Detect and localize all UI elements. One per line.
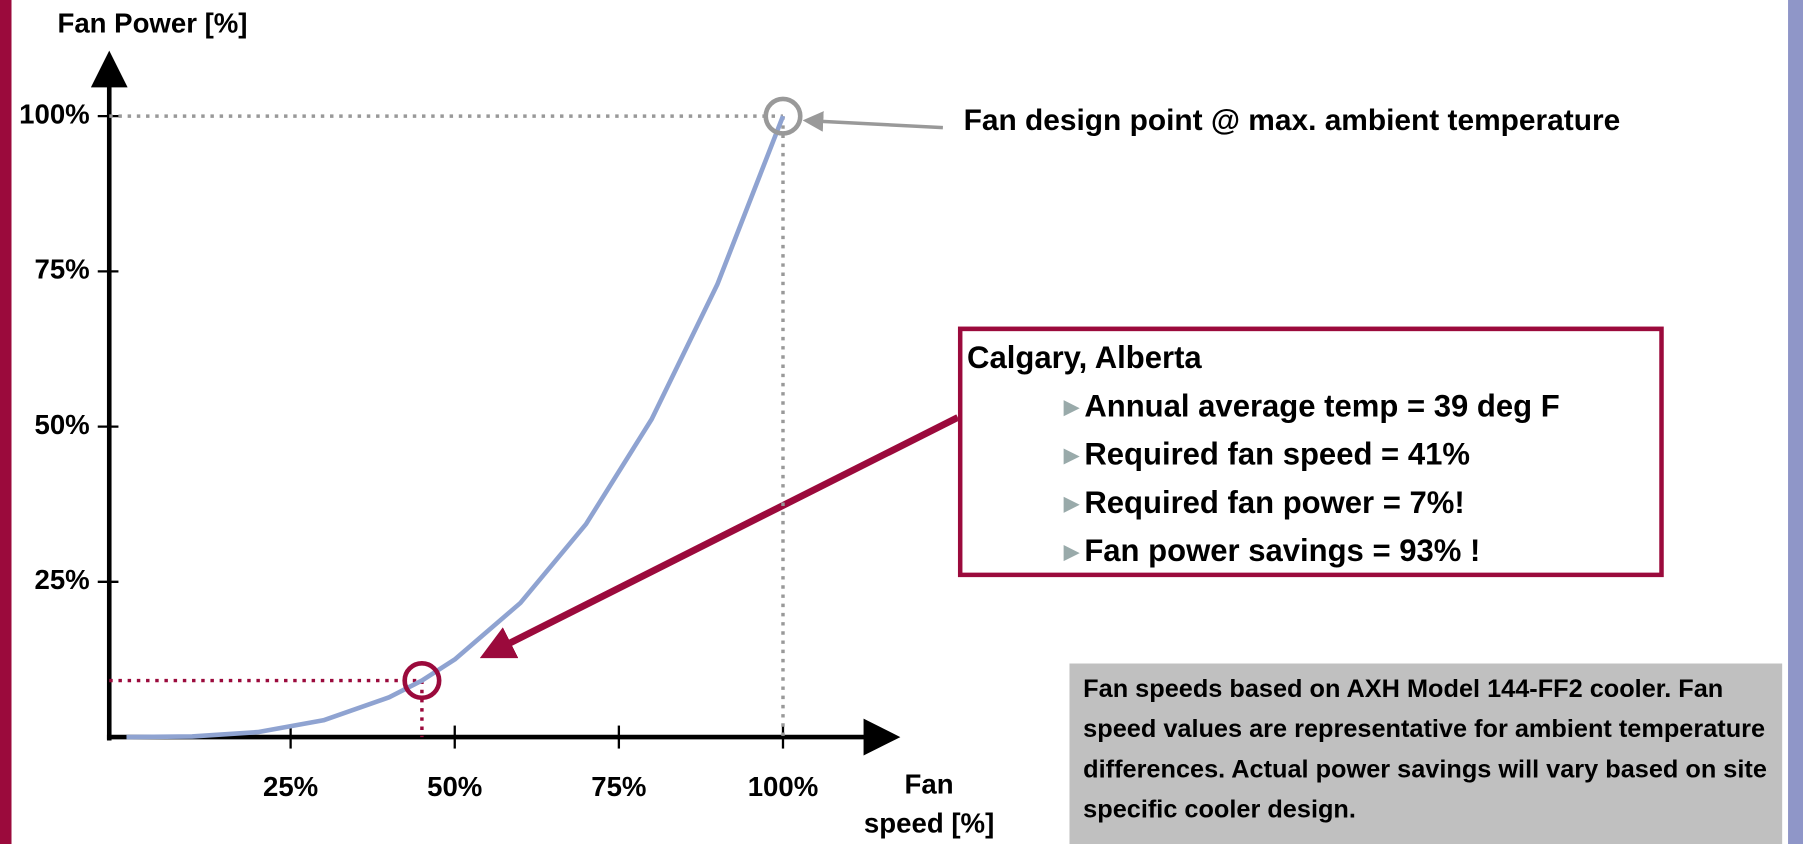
y-tick-label: 50%: [34, 409, 89, 440]
callout-item: Required fan power = 7%!: [1064, 478, 1655, 526]
design-annotation: Fan design point @ max. ambient temperat…: [964, 104, 1621, 137]
y-tick-label: 100%: [19, 98, 90, 129]
x-tick-label: 50%: [427, 771, 482, 802]
highlight-point: [402, 661, 442, 701]
callout-arrow: [479, 414, 960, 659]
callout-title: Calgary, Alberta: [967, 340, 1202, 375]
x-axis-title-box: Fan speed [%]: [863, 769, 995, 840]
x-axis-title: Fan speed [%]: [863, 769, 995, 840]
fan-curve: [126, 115, 786, 740]
left-bar: [0, 0, 12, 844]
x-tick-label: 75%: [591, 771, 646, 802]
callout-item: Fan power savings = 93% !: [1064, 527, 1655, 575]
y-axis-title: Fan Power [%]: [58, 8, 248, 39]
x-tick-label: 100%: [748, 771, 819, 802]
callout-item: Required fan speed = 41%: [1064, 430, 1655, 478]
note-box: Fan speeds based on AXH Model 144-FF2 co…: [1069, 663, 1783, 844]
design-arrow: [802, 111, 943, 132]
right-bar: [1788, 0, 1803, 844]
callout: Calgary, Alberta Annual average temp = 3…: [957, 326, 1664, 578]
callout-list: Annual average temp = 39 deg F Required f…: [967, 382, 1655, 575]
note: Fan speeds based on AXH Model 144-FF2 co…: [1069, 663, 1783, 844]
y-tick-label: 75%: [34, 254, 89, 285]
x-tick-label: 25%: [263, 771, 318, 802]
callout-item: Annual average temp = 39 deg F: [1064, 382, 1655, 430]
highlight-point: [763, 96, 803, 136]
callout-box: Calgary, Alberta Annual average temp = 3…: [958, 327, 1664, 578]
y-tick-label: 25%: [34, 564, 89, 595]
